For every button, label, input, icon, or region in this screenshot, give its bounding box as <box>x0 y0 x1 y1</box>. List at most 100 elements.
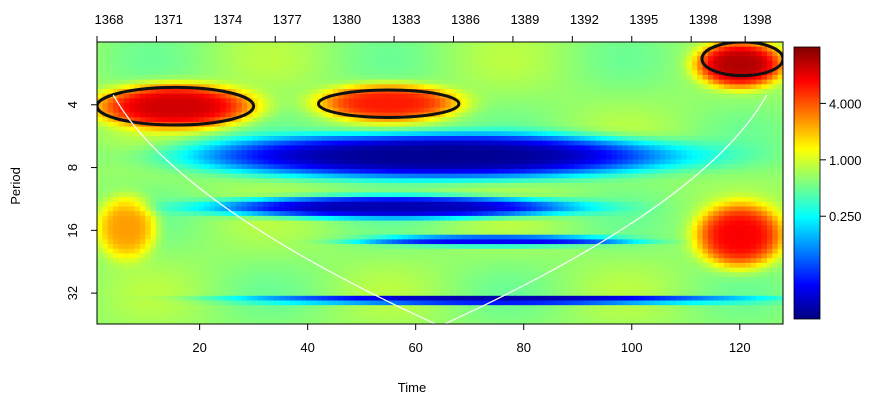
heatmap-cell <box>241 192 248 198</box>
heatmap-cell <box>182 42 189 48</box>
heatmap-cell <box>697 107 704 114</box>
heatmap-cell <box>643 51 650 57</box>
heatmap-cell <box>241 79 248 85</box>
heatmap-cell <box>429 206 436 212</box>
heatmap-cell <box>547 183 554 189</box>
heatmap-cell <box>209 65 216 71</box>
heatmap-cell <box>123 211 130 217</box>
heatmap-cell <box>134 98 141 104</box>
heatmap-cell <box>482 60 489 67</box>
heatmap-cell <box>332 107 339 114</box>
heatmap-cell <box>611 103 618 109</box>
heatmap-cell <box>230 112 237 118</box>
heatmap-cell <box>450 220 457 226</box>
heatmap-cell <box>306 183 312 189</box>
heatmap-cell <box>498 178 505 184</box>
heatmap-cell <box>316 60 323 67</box>
heatmap-cell <box>407 164 414 170</box>
heatmap-cell <box>584 93 591 99</box>
heatmap-cell <box>107 56 114 62</box>
heatmap-cell <box>332 164 339 170</box>
heatmap-cell <box>552 178 559 184</box>
heatmap-cell <box>241 56 248 62</box>
heatmap-cell <box>654 89 661 95</box>
heatmap-cell <box>611 201 618 208</box>
heatmap-cell <box>466 74 473 81</box>
heatmap-cell <box>155 220 162 226</box>
heatmap-cell <box>306 103 312 109</box>
heatmap-cell <box>316 70 323 76</box>
heatmap-cell <box>177 168 184 175</box>
heatmap-cell <box>557 117 564 123</box>
heatmap-cell <box>188 107 195 114</box>
heatmap-cell <box>273 60 280 67</box>
heatmap-cell <box>686 154 693 161</box>
heatmap-cell <box>343 183 350 189</box>
heatmap-cell <box>515 89 521 95</box>
heatmap-cell <box>756 145 763 151</box>
heatmap-cell <box>595 183 602 189</box>
heatmap-cell <box>477 220 484 226</box>
heatmap-cell <box>155 187 162 193</box>
heatmap-cell <box>691 201 698 208</box>
heatmap-cell <box>220 107 227 114</box>
heatmap-cell <box>595 107 602 114</box>
heatmap-cell <box>547 187 554 193</box>
heatmap-cell <box>434 154 441 161</box>
heatmap-cell <box>632 178 639 184</box>
heatmap-cell <box>279 215 286 222</box>
heatmap-cell <box>638 140 645 146</box>
heatmap-cell <box>139 164 146 170</box>
heatmap-cell <box>482 117 489 123</box>
heatmap-cell <box>686 159 693 165</box>
heatmap-cell <box>429 183 436 189</box>
heatmap-cell <box>595 93 602 99</box>
heatmap-cell <box>440 79 446 85</box>
heatmap-cell <box>343 173 350 179</box>
heatmap-cell <box>536 51 543 57</box>
heatmap-cell <box>316 117 323 123</box>
heatmap-cell <box>284 112 291 118</box>
heatmap-cell <box>257 140 264 146</box>
heatmap-cell <box>391 84 398 90</box>
heatmap-cell <box>434 56 441 62</box>
heatmap-cell <box>113 60 120 67</box>
heatmap-cell <box>129 164 136 170</box>
heatmap-cell <box>289 154 296 161</box>
heatmap-cell <box>745 187 752 193</box>
heatmap-cell <box>541 121 548 128</box>
heatmap-cell <box>263 121 270 128</box>
heatmap-cell <box>643 103 650 109</box>
heatmap-cell <box>654 187 661 193</box>
heatmap-cell <box>332 112 339 118</box>
heatmap-cell <box>541 126 548 132</box>
heatmap-cell <box>654 159 661 165</box>
heatmap-cell <box>488 42 495 48</box>
heatmap-cell <box>161 150 168 156</box>
heatmap-cell <box>686 46 693 52</box>
heatmap-cell <box>311 168 318 175</box>
heatmap-cell <box>541 42 548 48</box>
heatmap-cell <box>509 107 516 114</box>
heatmap-cell <box>622 192 629 198</box>
heatmap-cell <box>520 215 527 222</box>
heatmap-cell <box>638 178 645 184</box>
heatmap-cell <box>450 112 457 118</box>
heatmap-cell <box>632 112 639 118</box>
heatmap-cell <box>482 145 489 151</box>
heatmap-cell <box>102 206 109 212</box>
heatmap-cell <box>665 42 672 48</box>
heatmap-cell <box>590 183 597 189</box>
heatmap-cell <box>118 164 125 170</box>
heatmap-cell <box>440 112 446 118</box>
heatmap-cell <box>488 103 495 109</box>
heatmap-cell <box>541 201 548 208</box>
heatmap-cell <box>681 164 688 170</box>
heatmap-cell <box>525 131 532 137</box>
heatmap-cell <box>632 60 639 67</box>
heatmap-cell <box>461 154 468 161</box>
heatmap-cell <box>348 178 355 184</box>
heatmap-cell <box>734 159 741 165</box>
heatmap-cell <box>343 103 350 109</box>
heatmap-cell <box>423 145 430 151</box>
